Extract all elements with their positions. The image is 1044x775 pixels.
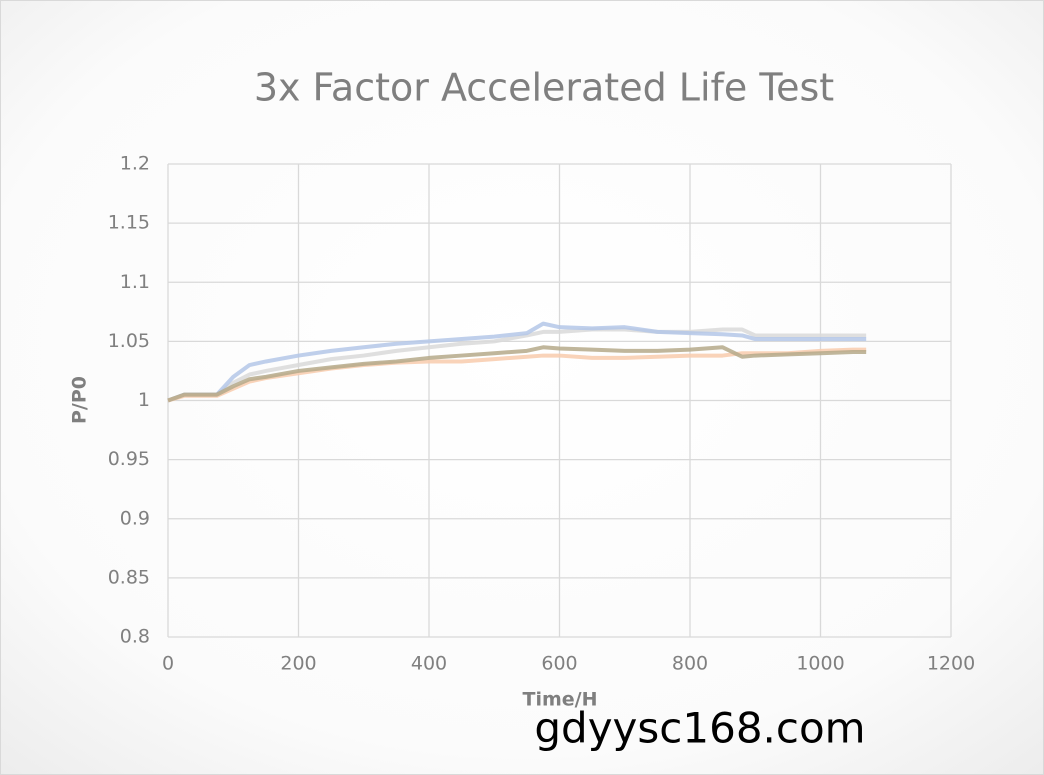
data-line [167,327,867,403]
y-tick-label: 0.9 [120,507,150,529]
y-tick-label: 0.85 [108,566,150,588]
watermark: gdyysc168.com [534,704,865,753]
data-line [167,321,867,403]
x-tick-label: 800 [672,653,708,675]
x-tick-label: 0 [162,653,174,675]
y-tick-label: 0.8 [120,626,150,648]
x-tick-label: 600 [541,653,577,675]
y-tick-label: 1.1 [120,271,150,293]
y-tick-label: 1.05 [108,330,150,352]
x-tick-label: 1000 [796,653,844,675]
x-tick-label: 1200 [927,653,975,675]
y-axis-title: P/P0 [69,376,91,424]
x-tick-label: 200 [280,653,316,675]
data-line [167,347,867,403]
y-tick-label: 0.95 [108,448,150,470]
y-tick-label: 1.15 [108,212,150,234]
y-tick-label: 1.2 [120,153,150,175]
chart-title: 3x Factor Accelerated Life Test [254,66,834,110]
x-axis-title: Time/H [523,689,598,711]
data-line [167,345,867,403]
y-tick-label: 1 [138,389,150,411]
x-tick-label: 400 [411,653,447,675]
